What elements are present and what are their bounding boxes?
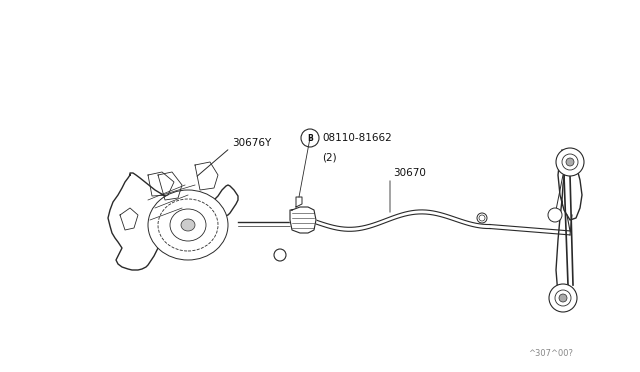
Circle shape xyxy=(555,290,571,306)
Polygon shape xyxy=(108,173,238,270)
Circle shape xyxy=(274,249,286,261)
Ellipse shape xyxy=(181,219,195,231)
Circle shape xyxy=(559,294,567,302)
Text: B: B xyxy=(307,134,313,142)
Circle shape xyxy=(556,148,584,176)
Circle shape xyxy=(548,208,562,222)
Circle shape xyxy=(562,154,578,170)
Circle shape xyxy=(566,158,574,166)
Text: 30670: 30670 xyxy=(393,168,426,178)
Text: 30676Y: 30676Y xyxy=(232,138,271,148)
Text: (2): (2) xyxy=(322,152,337,162)
Text: 08110-81662: 08110-81662 xyxy=(322,133,392,143)
Ellipse shape xyxy=(148,190,228,260)
Ellipse shape xyxy=(170,209,206,241)
Ellipse shape xyxy=(158,199,218,251)
Polygon shape xyxy=(290,207,316,233)
Circle shape xyxy=(477,213,487,223)
Polygon shape xyxy=(556,150,582,310)
Text: ^307^00?: ^307^00? xyxy=(528,349,573,358)
Polygon shape xyxy=(296,197,302,207)
Circle shape xyxy=(479,215,485,221)
Circle shape xyxy=(549,284,577,312)
